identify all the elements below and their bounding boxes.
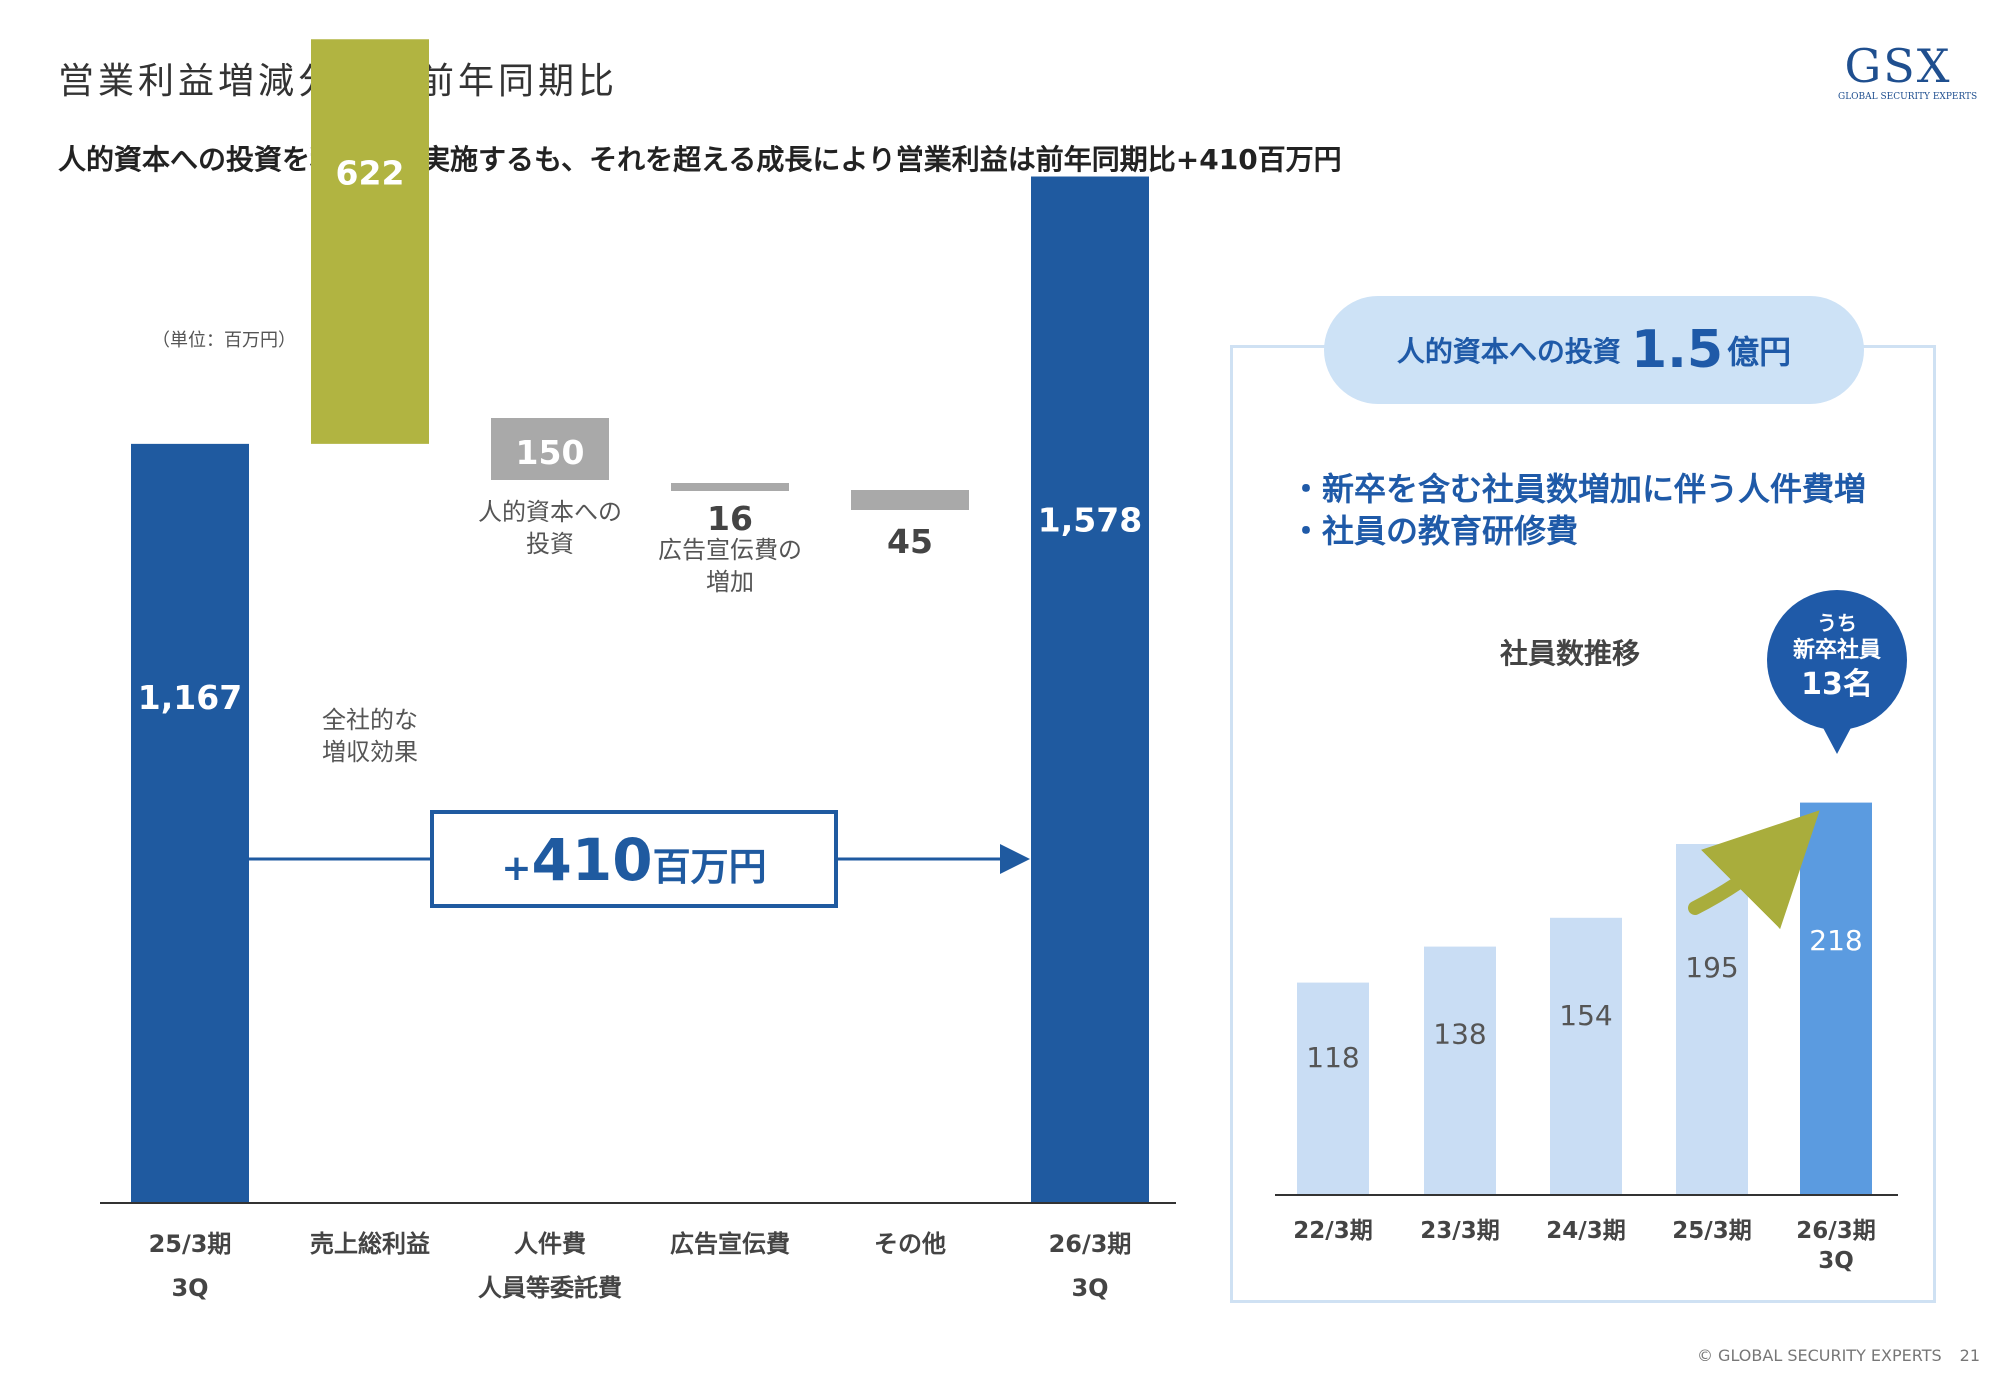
waterfall-value-label: 1,578: [1038, 501, 1142, 540]
waterfall-value-label: 622: [336, 153, 405, 192]
change-label: +410百万円: [501, 826, 766, 894]
waterfall-bar: [311, 39, 429, 444]
employee-bar: [1800, 802, 1872, 1195]
waterfall-annotation: 増収効果: [322, 738, 418, 766]
employee-bar: [1550, 917, 1622, 1195]
growth-trend-arrow: [1688, 810, 1820, 930]
waterfall-annotation: 投資: [526, 530, 574, 558]
waterfall-annotation: 全社的な: [322, 706, 418, 734]
bullet-item-1: ・新卒を含む社員数増加に伴う人件費増: [1290, 470, 1867, 508]
change-box: [430, 810, 838, 908]
logo-subtext: GLOBAL SECURITY EXPERTS: [1838, 92, 1978, 102]
employee-x-tick-label: 23/3期: [1420, 1218, 1499, 1244]
waterfall-value-label: 16: [707, 499, 753, 538]
waterfall-bar: [1031, 176, 1149, 1204]
employee-value-label: 138: [1433, 1018, 1486, 1051]
employee-value-label: 154: [1559, 999, 1612, 1032]
footer: © GLOBAL SECURITY EXPERTS 21: [1697, 1346, 1980, 1365]
employee-bar: [1424, 946, 1496, 1195]
investment-label: 人的資本への投資: [1396, 335, 1621, 368]
x-axis-tick-label: 売上総利益: [310, 1230, 430, 1258]
headline: 人的資本への投資を積極的に実施するも、それを超える成長により営業利益は前年同期比…: [58, 143, 1342, 176]
page-number: 21: [1959, 1346, 1980, 1365]
change-sign: +: [501, 848, 531, 889]
waterfall-annotation: 広告宣伝費の: [658, 536, 802, 564]
employee-bar: [1297, 982, 1369, 1195]
callout-line-2: 新卒社員: [1792, 638, 1881, 663]
x-axis-tick-label: 広告宣伝費: [670, 1230, 790, 1258]
employee-x-tick-label: 22/3期: [1293, 1218, 1372, 1244]
bullet-item-2: ・社員の教育研修費: [1290, 512, 1579, 550]
investment-amount: 1.5: [1630, 320, 1724, 380]
copyright-text: © GLOBAL SECURITY EXPERTS: [1696, 1346, 1942, 1365]
investment-unit: 億円: [1727, 333, 1792, 371]
change-value: 410: [532, 826, 653, 894]
x-axis-tick-label: 25/3期: [149, 1230, 232, 1258]
employee-chart-title: 社員数推移: [1499, 637, 1640, 670]
employee-value-label: 218: [1809, 924, 1862, 957]
waterfall-bar: [851, 490, 969, 510]
employee-x-tick-label: 25/3期: [1672, 1218, 1751, 1244]
unit-label: （単位：百万円）: [152, 330, 296, 351]
callout-pointer: [1820, 722, 1854, 754]
callout-line-3: 13名: [1801, 667, 1873, 702]
employee-x-tick-label: 3Q: [1818, 1248, 1854, 1274]
waterfall-value-label: 45: [887, 522, 933, 561]
waterfall-value-label: 150: [516, 433, 585, 472]
logo-mark: GSX: [1844, 39, 1952, 93]
new-graduate-callout: うち 新卒社員 13名: [1767, 590, 1907, 730]
x-axis-tick-label: 3Q: [1071, 1274, 1108, 1302]
investment-pill: 人的資本への投資 1.5 億円: [1324, 296, 1864, 404]
callout-line-1: うち: [1817, 611, 1857, 635]
waterfall-value-label: 1,167: [138, 678, 242, 717]
employee-value-label: 118: [1306, 1041, 1359, 1074]
employee-x-tick-label: 24/3期: [1546, 1218, 1625, 1244]
x-axis-tick-label: 人件費: [514, 1230, 586, 1258]
x-axis-tick-label: その他: [874, 1230, 946, 1258]
change-unit: 百万円: [653, 845, 767, 889]
waterfall-annotation: 人的資本への: [478, 498, 622, 526]
company-logo: GSX GLOBAL SECURITY EXPERTS: [1838, 39, 1978, 102]
x-axis-tick-label: 3Q: [171, 1274, 208, 1302]
employee-x-tick-label: 26/3期: [1796, 1218, 1875, 1244]
employee-bar-chart: 118 138 154 195 218 22/3期 23/3期 24/3期 25/3期 26/3期…: [1275, 802, 1898, 1274]
waterfall-annotation: 増加: [706, 568, 754, 596]
waterfall-bar: [671, 483, 789, 491]
employee-value-label: 195: [1685, 951, 1738, 984]
x-axis-tick-label: 人員等委託費: [478, 1274, 622, 1302]
x-axis-tick-label: 26/3期: [1049, 1230, 1132, 1258]
waterfall-bar: [491, 418, 609, 480]
waterfall-bar: [131, 443, 249, 1204]
